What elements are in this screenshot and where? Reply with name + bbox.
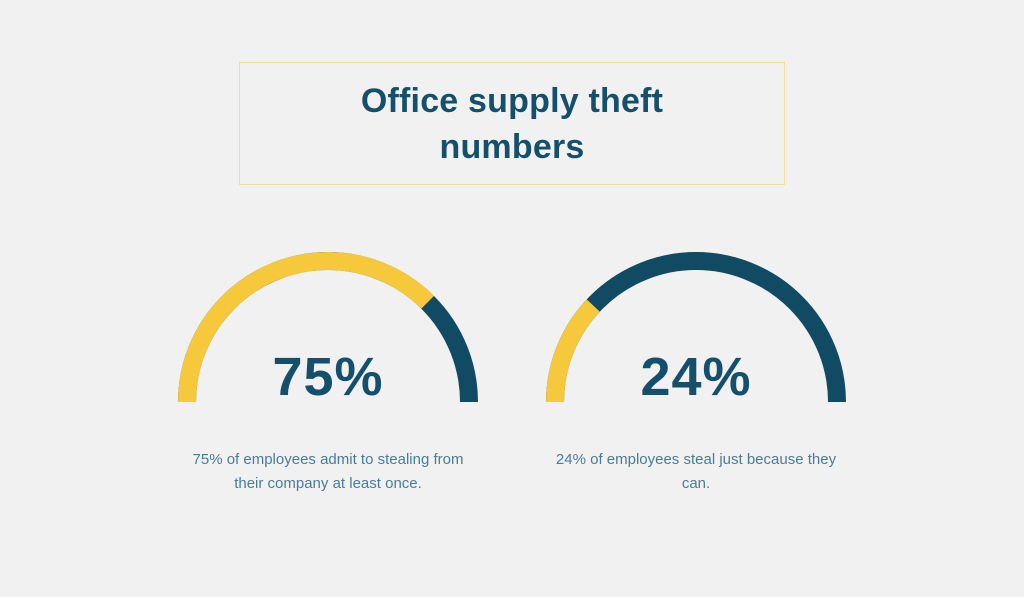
page-title-line-1: Office supply theft (360, 81, 664, 120)
gauge-left-value: 75% (272, 347, 384, 407)
gauge-left-chart: 75% (178, 252, 478, 407)
title-box: Office supply theft numbers (239, 62, 785, 185)
gauge-right-arc-svg (546, 252, 846, 403)
page-title-line-2: numbers (439, 127, 585, 166)
gauge-left-caption: 75% of employees admit to stealing from … (192, 451, 464, 492)
gauges-row: 75% 75% of employees admit to stealing f… (178, 252, 846, 496)
gauge-left-arc-svg (178, 252, 478, 403)
gauge-right-caption: 24% of employees steal just because they… (555, 451, 837, 492)
gauge-right-chart: 24% (546, 252, 846, 407)
gauge-right-value: 24% (640, 347, 752, 407)
gauge-right: 24% 24% of employees steal just because … (546, 252, 846, 496)
gauge-left: 75% 75% of employees admit to stealing f… (178, 252, 478, 496)
